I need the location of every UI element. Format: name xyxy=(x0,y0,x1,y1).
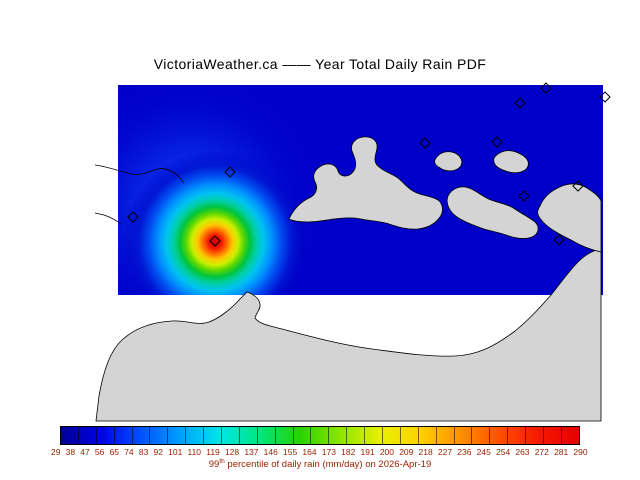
colorbar-tick: 254 xyxy=(495,447,511,457)
colorbar-tick: 263 xyxy=(515,447,530,457)
colorbar-tick: 47 xyxy=(80,447,90,457)
station-marker xyxy=(572,180,584,192)
station-marker xyxy=(224,166,236,178)
colorbar-tick: 74 xyxy=(124,447,134,457)
colorbar-tick: 164 xyxy=(302,447,317,457)
colorbar-segment xyxy=(256,427,275,444)
colorbar-tick: 173 xyxy=(321,447,336,457)
colorbar-segment xyxy=(203,427,221,444)
colorbar-tick: 236 xyxy=(457,447,472,457)
colorbar-segment xyxy=(185,427,203,444)
station-marker xyxy=(514,97,526,109)
station-marker xyxy=(518,190,530,202)
chart-title: VictoriaWeather.ca —— Year Total Daily R… xyxy=(153,56,487,72)
colorbar xyxy=(60,426,580,445)
caption-superscript: th xyxy=(219,458,225,465)
colorbar-tick: 137 xyxy=(244,447,259,457)
colorbar-tick: 128 xyxy=(224,447,240,457)
colorbar-tick: 272 xyxy=(534,447,549,457)
colorbar-segment xyxy=(525,427,543,444)
colorbar-segment xyxy=(382,427,400,444)
station-marker xyxy=(491,136,503,148)
colorbar-segments xyxy=(61,427,579,444)
rain-hotspot xyxy=(123,150,307,295)
island-small-west xyxy=(434,151,463,172)
colorbar-segment xyxy=(364,427,382,444)
colorbar-segment xyxy=(61,427,78,444)
colorbar-segment xyxy=(95,427,114,444)
colorbar-tick: 110 xyxy=(187,447,202,457)
colorbar-segment xyxy=(77,427,96,444)
colorbar-tick: 146 xyxy=(263,447,278,457)
colorbar-segment xyxy=(453,427,472,444)
station-marker xyxy=(599,91,611,103)
colorbar-tick: 200 xyxy=(379,447,395,457)
colorbar-tick: 182 xyxy=(341,447,356,457)
colorbar-tick: 281 xyxy=(554,447,569,457)
colorbar-segment xyxy=(131,427,150,444)
colorbar-caption: 99th percentile of daily rain (mm/day) o… xyxy=(0,458,640,470)
land-olympic-peninsula xyxy=(95,248,602,422)
station-marker xyxy=(209,235,221,247)
land-islands-mid xyxy=(446,186,539,239)
station-marker xyxy=(419,137,431,149)
colorbar-segment xyxy=(560,427,579,444)
colorbar-segment xyxy=(435,427,454,444)
land-saanich-victoria xyxy=(288,136,443,230)
colorbar-segment xyxy=(507,427,525,444)
colorbar-segment xyxy=(346,427,364,444)
station-marker xyxy=(540,82,552,94)
colorbar-segment xyxy=(238,427,257,444)
colorbar-tick: 92 xyxy=(153,447,163,457)
coastline-west-point xyxy=(94,212,122,225)
colorbar-tick: 290 xyxy=(573,447,588,457)
colorbar-tick: 65 xyxy=(109,447,120,457)
colorbar-segment xyxy=(113,427,132,444)
colorbar-segment xyxy=(310,427,328,444)
colorbar-segment xyxy=(417,427,436,444)
caption-prefix: 99 xyxy=(208,459,220,471)
colorbar-segment xyxy=(543,427,561,444)
colorbar-segment xyxy=(489,427,507,444)
colorbar-tick: 38 xyxy=(65,447,76,457)
coastline-sooke xyxy=(94,164,185,184)
colorbar-tick: 245 xyxy=(476,447,491,457)
colorbar-segment xyxy=(471,427,489,444)
colorbar-tick: 29 xyxy=(51,447,61,457)
colorbar-tick: 56 xyxy=(94,447,105,457)
colorbar-tick: 155 xyxy=(283,447,298,457)
island-small-east xyxy=(493,150,529,174)
colorbar-segment xyxy=(149,427,167,444)
colorbar-segment xyxy=(328,427,346,444)
colorbar-segment xyxy=(274,427,293,444)
station-marker xyxy=(127,211,139,223)
station-markers xyxy=(127,82,611,247)
colorbar-tick: 83 xyxy=(138,447,149,457)
colorbar-tick: 119 xyxy=(206,447,220,457)
colorbar-segment xyxy=(167,427,185,444)
station-marker xyxy=(553,234,565,246)
colorbar-tick: 209 xyxy=(399,447,414,457)
colorbar-tick: 227 xyxy=(437,447,453,457)
colorbar-segment xyxy=(221,427,239,444)
colorbar-segment xyxy=(399,427,418,444)
caption-rest: percentile of daily rain (mm/day) on 202… xyxy=(224,459,432,471)
colorbar-segment xyxy=(292,427,311,444)
land-islands-east xyxy=(537,183,602,253)
colorbar-tick: 191 xyxy=(360,447,375,457)
colorbar-ticks: 29 38 47 56 65 74 83 92 101 110 119 128 137 146 155 164… xyxy=(51,447,588,457)
colorbar-tick: 101 xyxy=(168,447,183,457)
colorbar-tick: 218 xyxy=(418,447,433,457)
